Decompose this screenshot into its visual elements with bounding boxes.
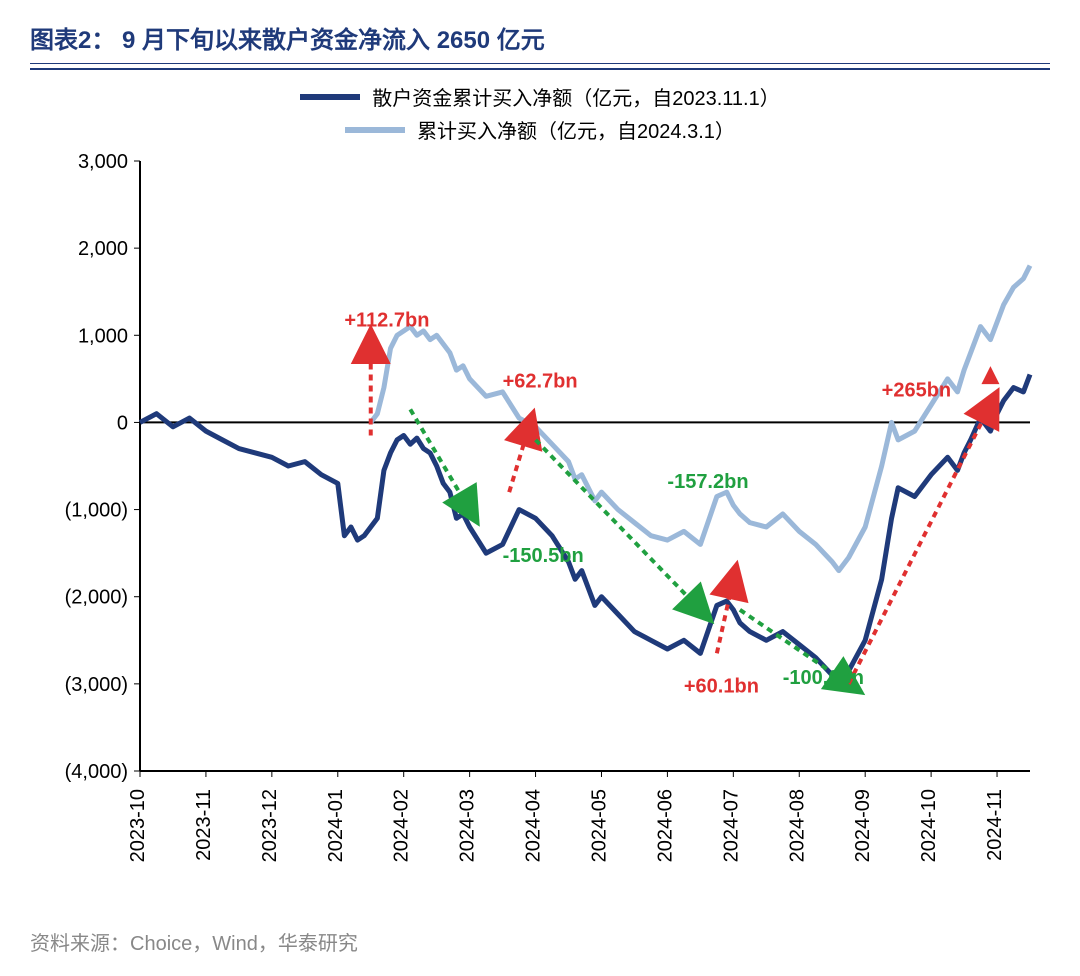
- legend-item-2: 累计买入净额（亿元，自2024.3.1）: [345, 115, 735, 144]
- legend-swatch-2: [345, 127, 405, 133]
- svg-text:-157.2bn: -157.2bn: [667, 471, 748, 493]
- chart-area: (4,000) (3,000) (2,000) (1,000) 0 1,000 2,000 3…: [30, 151, 1050, 911]
- svg-text:2024-11: 2024-11: [984, 789, 1006, 861]
- source-footer: 资料来源：Choice，Wind，华泰研究: [30, 927, 358, 956]
- svg-text:2023-12: 2023-12: [259, 789, 281, 862]
- svg-text:2024-01: 2024-01: [325, 789, 347, 862]
- svg-text:2023-11: 2023-11: [193, 789, 215, 861]
- legend-swatch-1: [300, 94, 360, 100]
- svg-text:(1,000): (1,000): [65, 500, 128, 522]
- svg-text:2024-04: 2024-04: [523, 789, 545, 862]
- title-divider: [30, 63, 1050, 70]
- svg-text:2024-03: 2024-03: [457, 789, 479, 862]
- legend-item-1: 散户资金累计买入净额（亿元，自2023.11.1）: [300, 82, 780, 111]
- svg-text:2024-10: 2024-10: [918, 789, 940, 862]
- svg-text:2024-08: 2024-08: [786, 789, 808, 862]
- svg-text:(2,000): (2,000): [65, 587, 128, 609]
- svg-text:-100.6bn: -100.6bn: [783, 667, 864, 689]
- chart-title: 图表2： 9 月下旬以来散户资金净流入 2650 亿元: [30, 20, 1050, 63]
- svg-text:2024-09: 2024-09: [852, 789, 874, 862]
- legend: 散户资金累计买入净额（亿元，自2023.11.1） 累计买入净额（亿元，自202…: [30, 80, 1050, 146]
- svg-text:3,000: 3,000: [78, 151, 128, 173]
- svg-text:2023-10: 2023-10: [127, 789, 149, 862]
- svg-text:+62.7bn: +62.7bn: [503, 371, 578, 393]
- svg-text:2024-06: 2024-06: [654, 789, 676, 862]
- legend-label-2: 累计买入净额（亿元，自2024.3.1）: [417, 115, 735, 144]
- svg-text:2024-02: 2024-02: [391, 789, 413, 862]
- svg-text:2024-07: 2024-07: [720, 789, 742, 862]
- legend-label-1: 散户资金累计买入净额（亿元，自2023.11.1）: [372, 82, 780, 111]
- svg-text:+112.7bn: +112.7bn: [344, 310, 429, 332]
- svg-text:+265bn: +265bn: [882, 379, 951, 401]
- svg-text:(4,000): (4,000): [65, 761, 128, 783]
- line-chart-svg: (4,000) (3,000) (2,000) (1,000) 0 1,000 2,000 3…: [30, 151, 1050, 911]
- svg-text:0: 0: [117, 412, 128, 434]
- svg-text:1,000: 1,000: [78, 325, 128, 347]
- svg-text:2,000: 2,000: [78, 238, 128, 260]
- svg-text:(3,000): (3,000): [65, 674, 128, 696]
- svg-text:-150.5bn: -150.5bn: [503, 545, 584, 567]
- svg-text:+60.1bn: +60.1bn: [684, 676, 759, 698]
- svg-text:2024-05: 2024-05: [588, 789, 610, 862]
